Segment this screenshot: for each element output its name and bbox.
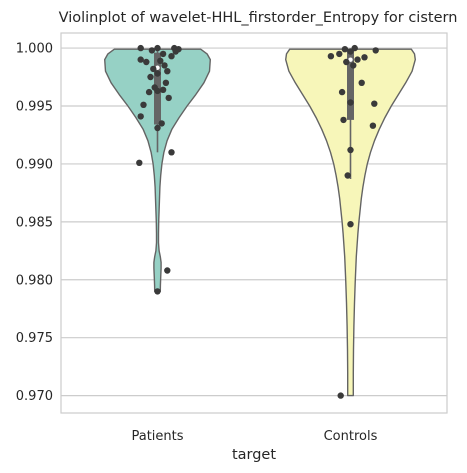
y-tick-label: 0.970	[16, 389, 53, 404]
data-point	[371, 100, 378, 107]
data-point	[140, 101, 147, 109]
data-point	[154, 44, 161, 52]
y-tick-label: 0.995	[16, 99, 53, 114]
data-point	[344, 172, 351, 179]
data-point	[137, 44, 144, 52]
data-point	[372, 47, 379, 54]
x-axis-ticks: Patients Controls	[131, 429, 377, 444]
data-point	[137, 56, 144, 63]
data-point	[361, 54, 368, 61]
data-point	[164, 68, 171, 75]
data-point	[338, 88, 346, 96]
data-point	[358, 79, 365, 87]
data-point	[157, 57, 164, 64]
data-point	[136, 159, 143, 166]
data-point	[147, 73, 154, 81]
data-point	[347, 221, 354, 228]
chart-title: Violinplot of wavelet-HHL_firstorder_Ent…	[59, 10, 458, 26]
x-tick-label: Controls	[324, 429, 378, 444]
data-point	[145, 88, 153, 96]
x-tick-label: Patients	[131, 429, 183, 444]
data-point	[350, 62, 357, 69]
data-point	[165, 94, 172, 102]
data-point	[336, 50, 343, 58]
data-point	[168, 149, 175, 156]
data-point	[369, 122, 377, 129]
violin-median	[348, 57, 353, 62]
violin-iqr-box	[347, 50, 354, 120]
data-point	[340, 116, 347, 124]
data-point	[354, 56, 361, 63]
y-tick-label: 0.985	[16, 215, 53, 230]
violins	[104, 44, 416, 399]
y-tick-label: 0.975	[16, 331, 53, 346]
data-point	[164, 267, 171, 274]
y-tick-label: 0.990	[16, 157, 53, 172]
data-point	[154, 124, 161, 132]
data-point	[337, 392, 344, 399]
data-point	[347, 48, 354, 55]
data-point	[150, 65, 157, 73]
data-point	[162, 79, 170, 87]
data-point	[154, 288, 161, 295]
data-point	[172, 48, 179, 55]
y-tick-label: 0.980	[16, 273, 53, 288]
data-point	[168, 53, 175, 60]
data-point	[159, 50, 167, 58]
data-point	[159, 86, 167, 94]
data-point	[161, 62, 168, 69]
data-point	[347, 146, 354, 154]
data-point	[154, 70, 161, 77]
x-axis-label: target	[232, 447, 276, 463]
data-point	[347, 99, 354, 106]
data-point	[137, 113, 144, 120]
data-point	[143, 58, 150, 66]
data-point	[148, 47, 156, 54]
data-point	[154, 87, 161, 95]
y-tick-label: 1.000	[16, 42, 53, 57]
plot-frame	[60, 32, 448, 414]
y-axis-ticks: 0.970 0.975 0.980 0.985 0.990 0.995 1.000	[16, 42, 53, 405]
data-point	[343, 58, 350, 66]
data-point	[341, 46, 349, 53]
data-point	[158, 120, 165, 127]
data-point	[327, 53, 335, 60]
